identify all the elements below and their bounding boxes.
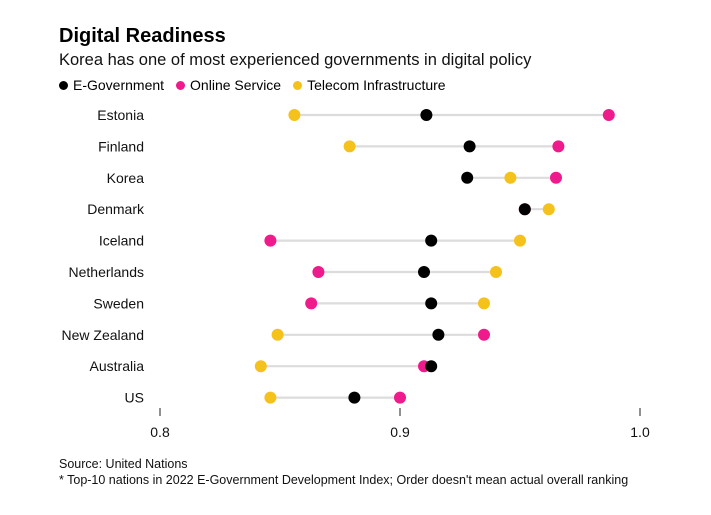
data-point-online-service-iceland <box>264 234 277 247</box>
data-point-online-service-finland <box>552 140 565 153</box>
category-label-us: US <box>125 390 144 406</box>
category-label-korea: Korea <box>107 170 145 186</box>
data-point-telecom-infrastructure-korea <box>504 171 517 184</box>
data-point-telecom-infrastructure-netherlands <box>490 266 502 278</box>
category-label-netherlands: Netherlands <box>69 264 145 280</box>
legend-swatch <box>293 80 303 90</box>
legend-item-e-government: E-Government <box>59 77 164 93</box>
data-point-e-government-sweden <box>425 297 438 310</box>
data-point-online-service-us <box>394 391 406 404</box>
data-point-e-government-korea <box>461 171 474 184</box>
data-point-telecom-infrastructure-new-zealand <box>271 328 284 341</box>
legend-label: E-Government <box>73 77 165 93</box>
legend-swatch <box>176 80 186 90</box>
legend: E-Government Online Service Telecom Infr… <box>59 77 458 93</box>
data-point-telecom-infrastructure-iceland <box>514 234 526 247</box>
category-label-finland: Finland <box>98 138 144 154</box>
category-label-estonia: Estonia <box>97 107 144 123</box>
data-point-e-government-finland <box>463 140 476 153</box>
data-point-online-service-netherlands <box>312 266 325 278</box>
data-point-telecom-infrastructure-estonia <box>288 109 301 121</box>
data-point-e-government-denmark <box>518 203 531 216</box>
category-label-new-zealand: New Zealand <box>62 327 145 343</box>
data-point-telecom-infrastructure-denmark <box>542 203 555 216</box>
data-point-telecom-infrastructure-sweden <box>478 297 490 310</box>
x-tick-label-0-9: 0.9 <box>390 424 410 440</box>
data-point-telecom-infrastructure-finland <box>343 140 356 153</box>
data-point-e-government-australia <box>425 360 438 373</box>
category-label-denmark: Denmark <box>87 201 145 217</box>
chart-title: Digital Readiness <box>59 25 226 47</box>
legend-label: Telecom Infrastructure <box>307 77 446 93</box>
legend-item-online-service: Online Service <box>176 77 281 93</box>
footnote: * Top-10 nations in 2022 E-Government De… <box>59 473 629 487</box>
category-label-iceland: Iceland <box>99 233 144 249</box>
data-point-online-service-korea <box>550 171 562 184</box>
x-tick-label-0-8: 0.8 <box>150 424 170 440</box>
data-point-e-government-iceland <box>425 234 438 247</box>
legend-item-telecom-infrastructure: Telecom Infrastructure <box>293 77 446 93</box>
data-point-e-government-estonia <box>420 109 433 121</box>
data-point-telecom-infrastructure-australia <box>254 360 267 373</box>
data-point-e-government-new-zealand <box>432 328 445 341</box>
legend-swatch <box>59 80 68 90</box>
data-point-e-government-netherlands <box>418 266 430 278</box>
chart-subtitle: Korea has one of most experienced govern… <box>59 51 532 69</box>
source-note: Source: United Nations <box>59 457 188 471</box>
data-point-online-service-new-zealand <box>478 328 490 341</box>
data-point-online-service-estonia <box>602 109 615 121</box>
data-point-online-service-sweden <box>305 297 318 310</box>
x-tick-label-1-0: 1.0 <box>630 424 650 440</box>
category-label-australia: Australia <box>90 358 145 374</box>
data-point-e-government-us <box>348 391 361 404</box>
data-point-telecom-infrastructure-us <box>264 391 277 404</box>
legend-label: Online Service <box>190 77 282 93</box>
category-label-sweden: Sweden <box>93 295 144 311</box>
